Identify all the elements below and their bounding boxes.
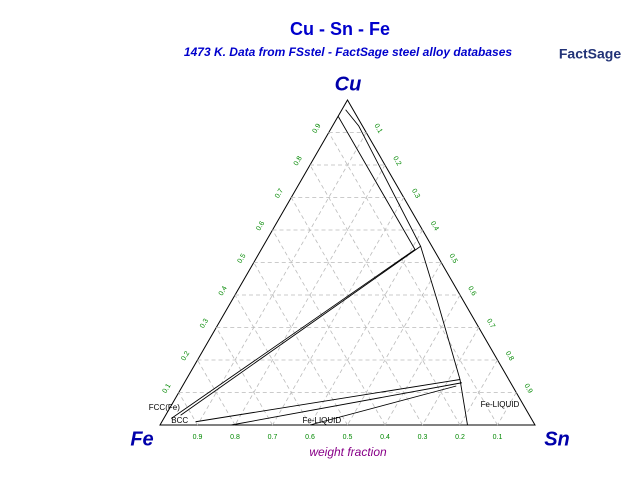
right-tick-label: 0.2 bbox=[391, 155, 402, 167]
left-tick-label: 0.2 bbox=[180, 350, 191, 362]
left-tick-label: 0.9 bbox=[312, 123, 323, 135]
phase-label: Fe-LIQUID bbox=[481, 400, 520, 409]
bottom-tick-label: 0.9 bbox=[193, 434, 203, 441]
left-tick-label: 0.4 bbox=[218, 285, 229, 297]
left-tick-label: 0.1 bbox=[162, 383, 173, 395]
subtitle: 1473 K. Data from FSstel - FactSage stee… bbox=[184, 45, 512, 59]
chart-title: Cu - Sn - Fe bbox=[290, 19, 390, 39]
left-tick-label: 0.5 bbox=[237, 253, 248, 265]
bottom-tick-label: 0.6 bbox=[305, 434, 315, 441]
axis-label: weight fraction bbox=[309, 445, 387, 459]
grid-line bbox=[328, 132, 498, 426]
phase-label: BCC bbox=[171, 416, 188, 425]
right-tick-label: 0.6 bbox=[466, 285, 477, 297]
phase-boundary bbox=[170, 116, 416, 419]
grid-line bbox=[422, 327, 480, 426]
grid-line bbox=[497, 392, 517, 426]
grid-line bbox=[290, 197, 423, 426]
phase-boundary bbox=[345, 109, 468, 426]
phase-boundary bbox=[195, 379, 461, 423]
bottom-tick-label: 0.5 bbox=[343, 434, 353, 441]
phase-boundary bbox=[180, 245, 421, 416]
right-tick-label: 0.8 bbox=[504, 350, 515, 362]
phase-boundary bbox=[231, 382, 462, 426]
bottom-tick-label: 0.3 bbox=[418, 434, 428, 441]
bottom-tick-label: 0.7 bbox=[268, 434, 278, 441]
right-tick-label: 0.5 bbox=[447, 253, 458, 265]
vertex-label: Cu bbox=[335, 73, 362, 95]
right-tick-label: 0.3 bbox=[410, 188, 421, 200]
bottom-tick-label: 0.1 bbox=[493, 434, 503, 441]
left-tick-label: 0.6 bbox=[255, 220, 266, 232]
bottom-tick-label: 0.4 bbox=[380, 434, 390, 441]
phase-label: Fe-LIQUID bbox=[303, 416, 342, 425]
grid-line bbox=[215, 327, 273, 426]
right-tick-label: 0.1 bbox=[372, 123, 383, 135]
logo: FactSage bbox=[559, 46, 621, 62]
left-tick-label: 0.7 bbox=[274, 188, 285, 200]
right-tick-label: 0.7 bbox=[485, 318, 496, 330]
grid-line bbox=[253, 262, 348, 426]
grid-line bbox=[178, 392, 198, 426]
left-tick-label: 0.8 bbox=[293, 155, 304, 167]
grid-line bbox=[197, 359, 236, 426]
grid-line bbox=[347, 262, 442, 426]
grid-line bbox=[272, 229, 386, 426]
bottom-tick-label: 0.8 bbox=[230, 434, 240, 441]
bottom-tick-label: 0.2 bbox=[455, 434, 465, 441]
phase-boundary bbox=[309, 385, 457, 426]
left-tick-label: 0.3 bbox=[199, 318, 210, 330]
right-tick-label: 0.4 bbox=[429, 220, 440, 232]
grid-line bbox=[272, 197, 405, 426]
right-tick-label: 0.9 bbox=[522, 383, 533, 395]
grid-line bbox=[309, 164, 461, 426]
phase-label: FCC(Fe) bbox=[149, 403, 180, 412]
vertex-label: Fe bbox=[130, 428, 153, 450]
grid-line bbox=[197, 132, 367, 426]
vertex-label: Sn bbox=[544, 428, 570, 450]
